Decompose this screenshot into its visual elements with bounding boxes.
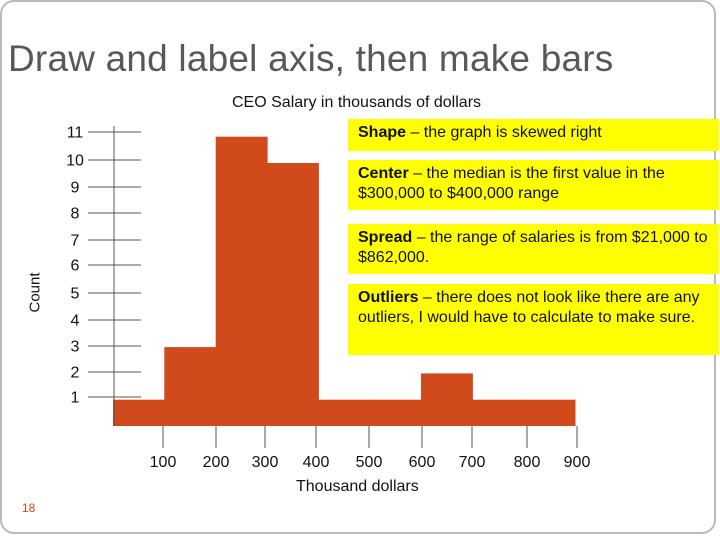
y-tick-label-5: 5 bbox=[71, 286, 80, 303]
outliers-note-term: Outliers bbox=[358, 289, 419, 306]
center-note-term: Center bbox=[358, 165, 409, 182]
x-tick-label-400: 400 bbox=[303, 454, 330, 471]
outliers-note-text: – there does not look like there are any… bbox=[358, 289, 700, 326]
spread-note: Spread – the range of salaries is from $… bbox=[348, 224, 719, 274]
x-tick-label-700: 700 bbox=[459, 454, 486, 471]
x-ticks-layer: 100 200 300 400 500 600 700 800 900 bbox=[150, 426, 591, 471]
shape-note: Shape – the graph is skewed right bbox=[348, 119, 719, 151]
bar-500-600 bbox=[369, 399, 422, 426]
shape-note-term: Shape bbox=[358, 124, 407, 141]
spread-note-term: Spread bbox=[358, 229, 413, 246]
x-tick-label-800: 800 bbox=[514, 454, 541, 471]
slide-title: Draw and label axis, then make bars bbox=[8, 38, 614, 79]
bar-600-700 bbox=[421, 373, 473, 426]
y-tick-label-10: 10 bbox=[66, 153, 84, 170]
bar-800-900 bbox=[523, 399, 576, 426]
bar-0-100 bbox=[113, 399, 165, 426]
x-tick-label-100: 100 bbox=[150, 454, 177, 471]
center-note: Center – the median is the first value i… bbox=[348, 160, 719, 210]
x-tick-label-600: 600 bbox=[409, 454, 436, 471]
y-tick-label-3: 3 bbox=[71, 339, 80, 356]
bar-700-800 bbox=[472, 399, 525, 426]
y-ticks-layer: 1 2 3 4 5 6 7 8 9 10 11 bbox=[66, 125, 141, 426]
y-tick-label-8: 8 bbox=[71, 206, 80, 223]
x-tick-label-300: 300 bbox=[252, 454, 279, 471]
y-tick-label-11: 11 bbox=[67, 125, 84, 142]
bar-100-200 bbox=[164, 347, 217, 426]
shape-note-text: – the graph is skewed right bbox=[406, 124, 602, 141]
x-axis-label: Thousand dollars bbox=[296, 478, 419, 495]
chart-title: CEO Salary in thousands of dollars bbox=[232, 94, 482, 111]
outliers-note: Outliers – there does not look like ther… bbox=[348, 284, 719, 355]
center-note-text: – the median is the first value in the $… bbox=[358, 165, 665, 202]
spread-note-text: – the range of salaries is from $21,000 … bbox=[358, 229, 708, 266]
y-tick-label-4: 4 bbox=[71, 313, 80, 330]
bars-layer bbox=[113, 136, 576, 426]
bar-300-400 bbox=[267, 163, 319, 426]
y-tick-label-9: 9 bbox=[71, 180, 80, 197]
y-tick-label-6: 6 bbox=[71, 258, 80, 275]
page-number: 18 bbox=[22, 501, 36, 515]
y-tick-label-1: 1 bbox=[71, 390, 80, 407]
bar-400-500 bbox=[318, 399, 371, 426]
y-tick-label-7: 7 bbox=[71, 233, 80, 250]
y-tick-label-2: 2 bbox=[71, 365, 80, 382]
x-tick-label-200: 200 bbox=[203, 454, 230, 471]
bar-200-300 bbox=[215, 136, 268, 426]
x-tick-label-500: 500 bbox=[356, 454, 383, 471]
x-tick-label-900: 900 bbox=[564, 454, 591, 471]
